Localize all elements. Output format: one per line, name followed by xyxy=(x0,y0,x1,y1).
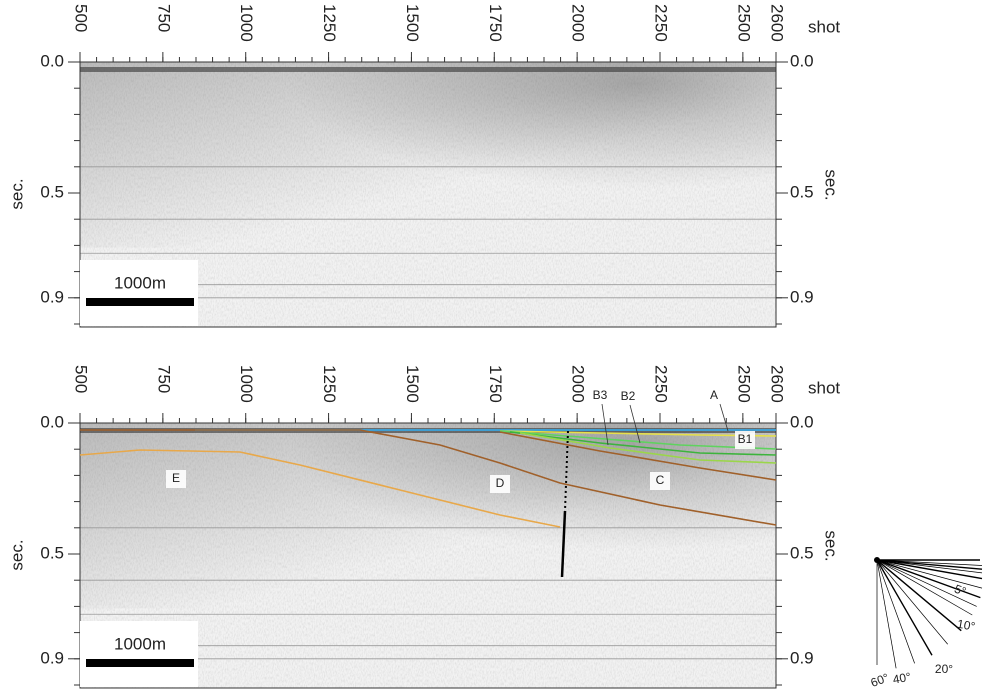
angle-legend: 5° 10° 20° 40°60° xyxy=(869,557,983,690)
time-axis-label: sec. xyxy=(822,169,841,200)
time-tick-label: 0.0 xyxy=(790,412,814,431)
shot-tick-label: 750 xyxy=(154,4,173,32)
shot-tick-label: 1500 xyxy=(403,4,422,42)
shot-axis-label: shot xyxy=(808,17,840,36)
shot-tick-label: 1750 xyxy=(486,365,505,403)
leader-line xyxy=(601,403,609,446)
angle-line xyxy=(876,559,973,616)
angle-line xyxy=(876,559,977,607)
horizon xyxy=(79,449,561,528)
angle-label: 20° xyxy=(935,662,953,676)
shot-tick-label: 1000 xyxy=(237,4,256,42)
angle-line xyxy=(876,559,897,669)
horizon xyxy=(564,430,569,512)
horizon xyxy=(519,432,777,464)
angle-line xyxy=(876,559,962,632)
angle-label: 40° xyxy=(892,670,913,687)
horizon xyxy=(499,431,777,481)
shot-tick-label: 2600 xyxy=(768,4,787,42)
horizon-label: A xyxy=(710,388,718,402)
seismic-panel: 500 750 1000 1250 1500 1750 2000 2250 2500 2600 sh… xyxy=(7,4,841,328)
time-tick-label: 0.0 xyxy=(790,51,814,70)
shot-tick-label: 2250 xyxy=(652,365,671,403)
section-shade xyxy=(80,423,776,635)
scale-bar-box xyxy=(80,260,198,326)
time-tick-label: 0.9 xyxy=(40,287,64,306)
shot-tick-label: 750 xyxy=(154,365,173,393)
time-tick-label: 0.5 xyxy=(40,182,64,201)
angle-line xyxy=(876,559,983,589)
shot-axis-label: shot xyxy=(808,378,840,397)
time-tick-label: 0.9 xyxy=(40,648,64,667)
angle-line xyxy=(876,559,915,664)
horizon xyxy=(499,430,777,450)
shot-tick-label: 1750 xyxy=(486,4,505,42)
time-tick-label: 0.5 xyxy=(790,543,814,562)
shot-tick-label: 1250 xyxy=(320,4,339,42)
scale-bar xyxy=(86,659,194,667)
seafloor-band xyxy=(80,67,776,72)
angle-line xyxy=(876,559,983,574)
shot-tick-label: 2500 xyxy=(734,365,753,403)
time-tick-label: 0.9 xyxy=(790,648,814,667)
angle-line xyxy=(876,559,933,656)
shot-tick-label: 1500 xyxy=(403,365,422,403)
scale-bar-box xyxy=(80,621,198,687)
angle-origin xyxy=(874,557,880,563)
horizon xyxy=(560,510,567,578)
horizon-label: B2 xyxy=(621,389,636,403)
angle-line xyxy=(876,559,981,599)
time-tick-label: 0.5 xyxy=(40,543,64,562)
shot-tick-label: 2500 xyxy=(734,4,753,42)
angle-line xyxy=(876,559,948,645)
scale-bar xyxy=(86,298,194,306)
angle-line xyxy=(876,559,983,570)
angle-label: 10° xyxy=(956,617,977,634)
scale-bar-label: 1000m xyxy=(114,634,166,653)
shot-tick-label: 2600 xyxy=(768,365,787,403)
time-axis-label: sec. xyxy=(7,178,26,209)
angle-label: 5° xyxy=(952,582,968,599)
horizon xyxy=(80,429,777,526)
seismic-panel: 500 750 1000 1250 1500 1750 2000 2250 2500 2600 sh… xyxy=(7,365,841,689)
shot-tick-label: 2000 xyxy=(569,4,588,42)
time-tick-label: 0.0 xyxy=(40,51,64,70)
scale-bar-label: 1000m xyxy=(114,273,166,292)
shot-tick-label: 2250 xyxy=(652,4,671,42)
time-tick-label: 0.9 xyxy=(790,287,814,306)
shot-tick-label: 500 xyxy=(72,365,91,393)
leader-line xyxy=(629,404,641,444)
horizon-label: B3 xyxy=(593,388,608,402)
angle-line xyxy=(876,559,983,580)
horizon-label: D xyxy=(496,476,505,490)
time-axis-label: sec. xyxy=(822,530,841,561)
horizon-label: B1 xyxy=(738,432,753,446)
horizon-label-box xyxy=(166,470,186,488)
horizon-label: C xyxy=(656,473,665,487)
time-tick-label: 0.0 xyxy=(40,412,64,431)
section-shade xyxy=(80,62,776,274)
shot-tick-label: 500 xyxy=(72,4,91,32)
horizon-label: E xyxy=(172,471,180,485)
leader-line xyxy=(719,403,729,432)
angle-label: 60° xyxy=(869,670,891,689)
shot-tick-label: 1250 xyxy=(320,365,339,403)
horizon-label-box xyxy=(735,431,755,449)
time-axis-label: sec. xyxy=(7,539,26,570)
shot-tick-label: 2000 xyxy=(569,365,588,403)
shot-tick-label: 1000 xyxy=(237,365,256,403)
horizon-label-box xyxy=(490,475,510,493)
time-tick-label: 0.5 xyxy=(790,182,814,201)
horizon xyxy=(509,431,777,456)
horizon-label-box xyxy=(650,472,670,490)
